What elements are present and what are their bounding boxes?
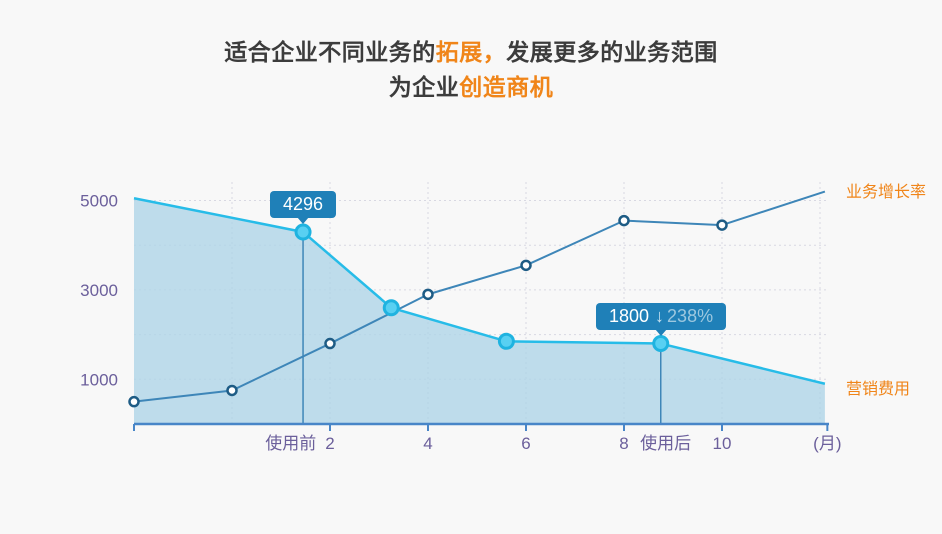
growth-data-point-marker[interactable] bbox=[324, 337, 336, 350]
cost-data-point-marker[interactable] bbox=[382, 299, 400, 317]
x-axis-tick-label: (月) bbox=[813, 434, 841, 453]
tooltip-value: 1800 bbox=[609, 306, 650, 326]
cost-data-point-marker[interactable] bbox=[652, 335, 670, 353]
growth-data-point-marker[interactable] bbox=[618, 214, 630, 227]
x-axis-tick-label: 8 bbox=[619, 434, 628, 453]
x-axis-tick-label: 4 bbox=[423, 434, 432, 453]
cost-data-point-marker[interactable] bbox=[294, 223, 312, 241]
x-axis-tick-label: 10 bbox=[713, 434, 732, 453]
title-segment: 适合企业不同业务的 bbox=[224, 39, 436, 65]
title-line-2: 为企业创造商机 bbox=[0, 70, 942, 105]
title-segment-accent: 创造商机 bbox=[459, 74, 554, 100]
x-axis-tick-label: 2 bbox=[325, 434, 334, 453]
growth-data-point-marker[interactable] bbox=[422, 288, 434, 301]
title-segment: 为企业 bbox=[388, 74, 460, 100]
series-label-marketing-cost: 营销费用 bbox=[846, 381, 911, 398]
x-axis-tick-label: 6 bbox=[521, 434, 530, 453]
series-label-growth-rate: 业务增长率 bbox=[846, 184, 927, 201]
growth-data-point-marker[interactable] bbox=[716, 219, 728, 231]
y-axis-tick-label: 1000 bbox=[80, 370, 118, 389]
x-axis-tick-label: 使用前 bbox=[265, 433, 316, 453]
growth-data-point-marker[interactable] bbox=[226, 384, 238, 397]
tooltip-cost-after: 1800 ↓ 238% bbox=[596, 303, 727, 336]
growth-data-point-marker[interactable] bbox=[128, 395, 140, 408]
title-segment-accent: 拓展， bbox=[435, 39, 507, 65]
marketing-cost-area bbox=[134, 198, 825, 424]
growth-data-point-marker[interactable] bbox=[520, 259, 532, 272]
cost-data-point-marker[interactable] bbox=[497, 332, 515, 350]
tooltip-value: 4296 bbox=[283, 194, 324, 214]
title-segment: 发展更多的业务范围 bbox=[506, 39, 718, 65]
growth-rate-line bbox=[133, 190, 826, 403]
x-axis-tick-label: 使用后 bbox=[640, 433, 691, 453]
marketing-cost-line bbox=[133, 197, 826, 385]
page-title: 适合企业不同业务的拓展，发展更多的业务范围 为企业创造商机 bbox=[0, 35, 942, 105]
y-axis-tick-label: 5000 bbox=[80, 192, 118, 211]
title-line-1: 适合企业不同业务的拓展，发展更多的业务范围 bbox=[0, 35, 942, 70]
tooltip-change-percent: 238% bbox=[667, 306, 714, 326]
arrow-down-icon: ↓ bbox=[655, 306, 665, 326]
tooltip-cost-before: 4296 bbox=[270, 191, 337, 224]
y-axis-tick-label: 3000 bbox=[80, 281, 118, 300]
